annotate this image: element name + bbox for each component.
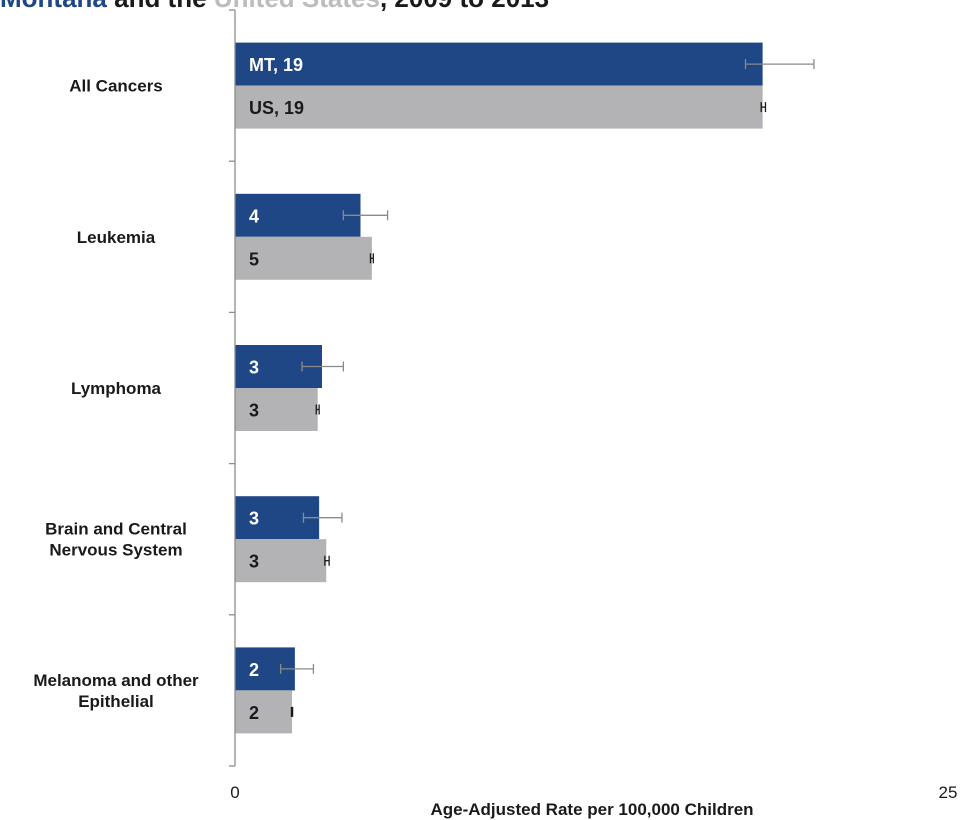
title-and-the: and the <box>107 0 214 13</box>
bars-layer <box>235 42 763 734</box>
data-label-mt-4: 2 <box>249 660 259 680</box>
x-axis-title: Age-Adjusted Rate per 100,000 Children <box>430 800 753 819</box>
data-label-mt-2: 3 <box>249 358 259 378</box>
error-bar-mt-3 <box>302 512 343 523</box>
title-montana: Montana <box>0 0 107 13</box>
error-bars-layer <box>279 59 815 717</box>
bar-us-2 <box>235 388 318 431</box>
x-tick-label-25: 25 <box>939 783 958 802</box>
bar-us-0 <box>235 85 763 129</box>
bar-mt-0 <box>235 42 763 86</box>
category-label-3-line-1: Nervous System <box>49 541 182 560</box>
error-bar-mt-1 <box>342 210 389 221</box>
error-bar-mt-4 <box>279 663 315 674</box>
error-bar-us-4 <box>290 706 294 717</box>
category-label-1-line-0: Leukemia <box>77 228 156 247</box>
bar-us-4 <box>235 690 293 734</box>
y-axis-ticks <box>229 9 235 767</box>
category-label-2-line-0: Lymphoma <box>71 379 162 398</box>
bar-us-3 <box>235 539 327 583</box>
error-bar-us-1 <box>369 253 374 264</box>
data-label-us-4: 2 <box>249 703 259 723</box>
title-united-states: United States <box>214 0 380 13</box>
data-label-us-3: 3 <box>249 552 259 572</box>
error-bar-us-0 <box>760 102 767 113</box>
data-label-us-0: US, 19 <box>249 98 304 118</box>
category-label-4-line-1: Epithelial <box>78 692 154 711</box>
data-label-mt-0: MT, 19 <box>249 55 303 75</box>
title-years: , 2009 to 2013 <box>380 0 549 13</box>
data-label-mt-3: 3 <box>249 509 259 529</box>
error-bar-mt-0 <box>744 59 815 70</box>
category-label-3-line-0: Brain and Central <box>45 520 187 539</box>
category-label-4-line-0: Melanoma and other <box>33 671 199 690</box>
data-label-mt-1: 4 <box>249 206 259 226</box>
data-label-us-2: 3 <box>249 401 259 421</box>
data-label-us-1: 5 <box>249 249 259 269</box>
bar-mt-1 <box>235 193 361 237</box>
bar-us-1 <box>235 236 372 280</box>
labels-layer: All Cancers MT, 19 US, 19 Leukemia 4 5 Lymphom… <box>33 55 304 723</box>
error-bar-us-3 <box>324 555 330 566</box>
chart-title: Montana and the United States, 2009 to 2… <box>0 0 549 13</box>
category-label-0-line-0: All Cancers <box>69 77 163 96</box>
error-bar-us-2 <box>315 404 320 415</box>
x-tick-label-0: 0 <box>230 783 239 802</box>
error-bar-mt-2 <box>301 361 345 372</box>
